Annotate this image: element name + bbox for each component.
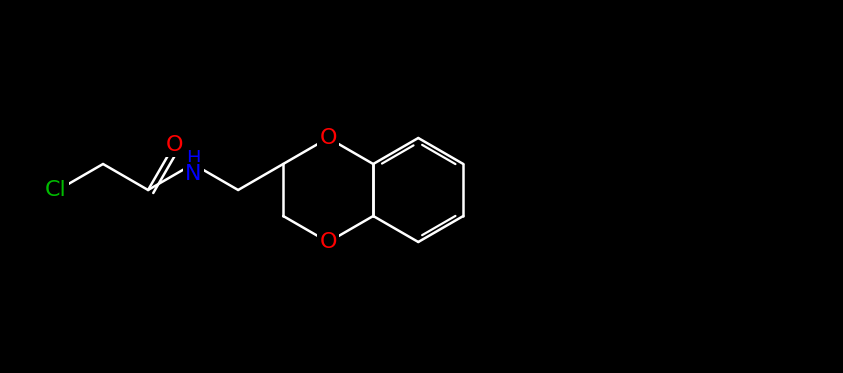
Text: H: H bbox=[185, 150, 201, 169]
Text: N: N bbox=[185, 164, 201, 184]
Text: O: O bbox=[165, 135, 183, 155]
Text: Cl: Cl bbox=[46, 180, 67, 200]
Text: O: O bbox=[319, 232, 337, 252]
Text: O: O bbox=[319, 128, 337, 148]
